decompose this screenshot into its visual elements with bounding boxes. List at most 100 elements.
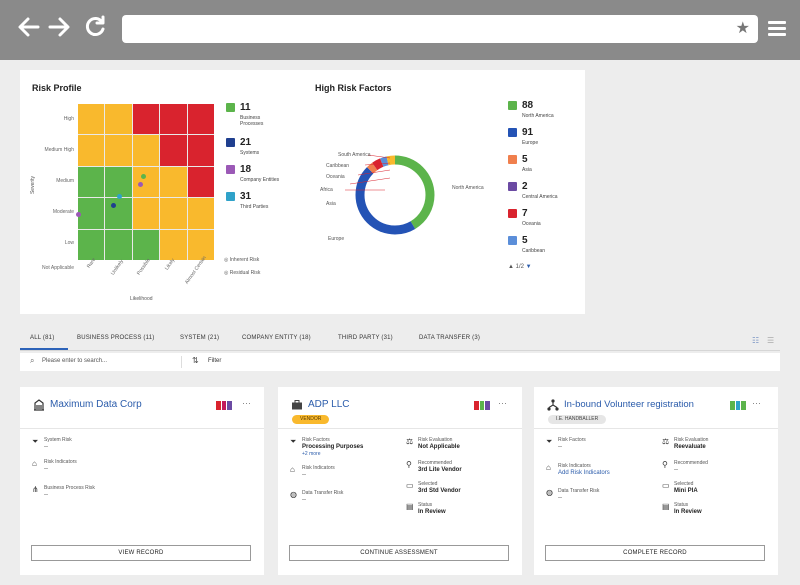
card-title[interactable]: ADP LLC <box>308 399 350 410</box>
page-up-icon[interactable]: ▲ <box>508 264 514 270</box>
tab-data-transfer[interactable]: DATA TRANSFER (3) <box>419 335 481 341</box>
risk-dot[interactable] <box>111 203 116 208</box>
handballer-badge: I.E. HANDBALLER <box>548 415 607 424</box>
more-options-icon[interactable]: ··· <box>242 398 251 408</box>
legend-count: 88 <box>522 100 534 111</box>
legend-count: 21 <box>240 137 252 148</box>
legend-swatch <box>508 236 517 245</box>
field-label: Selected <box>418 481 438 487</box>
field-label: Data Transfer Risk <box>558 488 600 494</box>
search-input[interactable] <box>20 353 180 371</box>
scale-icon: ⚖ <box>406 437 414 446</box>
y-label-medium-high: Medium High <box>44 147 74 153</box>
risk-dot[interactable] <box>138 182 143 187</box>
add-risk-indicators-link[interactable]: Add Risk Indicators <box>558 470 610 476</box>
field-label: Recommended <box>418 460 452 466</box>
risk-dot[interactable] <box>141 174 146 179</box>
vendor-badge: VENDOR <box>292 415 330 424</box>
heatmap-cell <box>132 104 160 135</box>
heatmap-cell <box>105 135 132 166</box>
donut-label-caribbean: Caribbean <box>326 163 350 169</box>
more-options-icon[interactable]: ··· <box>498 398 507 408</box>
field-value: Processing Purposes <box>302 444 364 450</box>
field-value: -- <box>44 492 48 498</box>
complete-record-button[interactable]: COMPLETE RECORD <box>545 545 765 561</box>
clipboard-icon: ▤ <box>662 502 670 511</box>
field-value: In Review <box>674 509 702 515</box>
star-icon[interactable]: ★ <box>735 20 750 37</box>
hamburger-icon[interactable] <box>768 21 786 36</box>
filter-icon[interactable]: ⇅ <box>192 356 199 365</box>
heatmap-cell <box>78 104 105 135</box>
tab-all[interactable]: ALL (81) <box>30 335 55 341</box>
legend-count: 11 <box>240 102 251 113</box>
inherent-risk-label: Inherent Risk <box>229 257 260 263</box>
field-value: Reevaluate <box>674 444 706 450</box>
field-label: Risk Factors <box>302 437 330 443</box>
heatmap-cell <box>78 198 105 229</box>
record-card-inbound-volunteer[interactable]: In-bound Volunteer registration ··· I.E.… <box>534 387 778 575</box>
record-card-adp-llc[interactable]: ADP LLC ··· VENDOR ⏷ Risk Factors Proces… <box>278 387 522 575</box>
heatmap-cell <box>78 166 105 198</box>
residual-risk-icon: ◎ <box>224 270 230 276</box>
field-value: -- <box>302 472 306 478</box>
likelihood-axis-title: Likelihood <box>130 296 153 302</box>
field-value: 3rd Lite Vendor <box>418 467 462 473</box>
legend-count: 91 <box>522 127 534 138</box>
filter-button[interactable]: Filter <box>208 358 222 364</box>
field-label: Risk Evaluation <box>418 437 453 443</box>
heatmap-cell <box>105 104 132 135</box>
field-label: Risk Factors <box>558 437 586 443</box>
field-label: Data Transfer Risk <box>302 490 344 496</box>
card-title[interactable]: In-bound Volunteer registration <box>564 399 694 410</box>
continue-assessment-button[interactable]: CONTINUE ASSESSMENT <box>289 545 509 561</box>
forward-arrow-icon[interactable] <box>46 14 72 40</box>
risk-factors-donut[interactable] <box>350 150 440 240</box>
list-view-icon[interactable]: ☷ <box>752 336 760 345</box>
donut-slice-europe[interactable] <box>355 155 435 235</box>
heatmap-cell <box>160 166 187 198</box>
risk-bars-icon <box>730 401 747 410</box>
back-arrow-icon[interactable] <box>16 14 42 40</box>
legend-swatch <box>508 155 517 164</box>
heatmap-cell <box>78 229 105 260</box>
legend-label: Company Entities <box>240 177 280 183</box>
page-down-icon[interactable]: ▼ <box>525 264 532 270</box>
field-value: -- <box>302 497 306 503</box>
legend-label: Third Parties <box>240 204 269 210</box>
browser-toolbar: ★ <box>0 0 800 60</box>
more-risk-factors-link[interactable]: +2 more <box>302 451 321 457</box>
donut-slice-other[interactable] <box>355 155 435 235</box>
legend-pagination[interactable]: ▲ 1/2 ▼ <box>508 264 532 270</box>
risk-dot[interactable] <box>76 212 81 217</box>
more-options-icon[interactable]: ··· <box>752 398 761 408</box>
legend-label: Europe <box>522 140 539 146</box>
donut-label-europe: Europe <box>328 236 345 242</box>
tab-third-party[interactable]: THIRD PARTY (31) <box>338 335 393 341</box>
address-bar[interactable]: ★ <box>122 15 758 43</box>
legend-swatch <box>226 192 235 201</box>
heatmap-cell <box>160 104 187 135</box>
x-label-unlikely: Unlikely <box>110 258 125 277</box>
funnel-icon: ⏷ <box>290 437 297 446</box>
donut-label-africa: Africa <box>320 187 333 193</box>
tab-system[interactable]: SYSTEM (21) <box>180 335 220 341</box>
legend-label: Asia <box>522 167 532 173</box>
field-value: -- <box>674 467 678 473</box>
card-title[interactable]: Maximum Data Corp <box>50 399 142 410</box>
y-label-high: High <box>63 116 74 122</box>
heatmap-cell <box>187 229 214 260</box>
field-label: Selected <box>674 481 694 487</box>
field-label: Business Process Risk <box>44 485 95 491</box>
legend-swatch <box>226 103 235 112</box>
view-record-button[interactable]: VIEW RECORD <box>31 545 251 561</box>
reload-icon[interactable] <box>82 14 108 40</box>
active-tab-indicator <box>20 348 68 350</box>
record-card-maximum-data-corp[interactable]: Maximum Data Corp ··· ⏷ System Risk -- ⌂… <box>20 387 264 575</box>
grid-view-icon[interactable]: ☰ <box>767 336 775 345</box>
risk-dot[interactable] <box>117 194 122 199</box>
tab-business-process[interactable]: BUSINESS PROCESS (11) <box>77 335 155 341</box>
field-label: System Risk <box>44 437 72 443</box>
tag-icon: ⌂ <box>290 465 295 474</box>
tab-company-entity[interactable]: COMPANY ENTITY (18) <box>242 335 311 341</box>
